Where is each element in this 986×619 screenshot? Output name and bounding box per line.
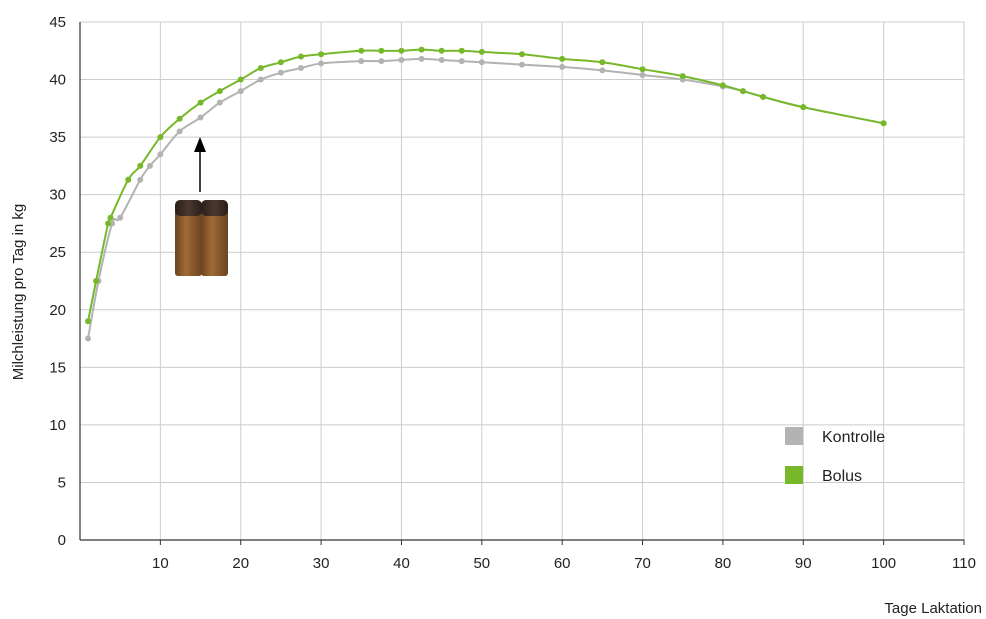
data-point-kontrolle bbox=[398, 57, 404, 63]
legend-swatch-bolus bbox=[785, 466, 803, 484]
y-tick-label: 10 bbox=[49, 417, 66, 434]
data-point-bolus bbox=[298, 54, 304, 60]
data-point-kontrolle bbox=[137, 177, 143, 183]
series-bolus bbox=[85, 47, 887, 325]
data-point-kontrolle bbox=[378, 58, 384, 64]
y-tick-label: 25 bbox=[49, 244, 66, 261]
y-tick-label: 15 bbox=[49, 359, 66, 376]
data-point-bolus bbox=[640, 66, 646, 72]
legend-label-bolus: Bolus bbox=[822, 468, 862, 485]
y-tick-label: 0 bbox=[58, 532, 66, 549]
legend-swatch-kontrolle bbox=[785, 427, 803, 445]
data-point-bolus bbox=[108, 215, 114, 221]
data-point-kontrolle bbox=[318, 60, 324, 66]
data-point-bolus bbox=[419, 47, 425, 53]
data-point-bolus bbox=[439, 48, 445, 54]
data-point-kontrolle bbox=[459, 58, 465, 64]
legend: Kontrolle Bolus bbox=[785, 427, 885, 485]
annotation-arrow-head bbox=[194, 137, 206, 152]
data-point-kontrolle bbox=[439, 57, 445, 63]
data-point-bolus bbox=[740, 88, 746, 94]
data-point-kontrolle bbox=[157, 151, 163, 157]
data-point-bolus bbox=[559, 56, 565, 62]
data-point-bolus bbox=[137, 163, 143, 169]
series-line-bolus bbox=[88, 50, 884, 322]
x-tick-label: 80 bbox=[715, 555, 732, 572]
y-tick-labels: 0 5 10 15 20 25 30 35 40 45 bbox=[49, 14, 66, 549]
series-line-kontrolle bbox=[88, 59, 884, 339]
x-tick-label: 100 bbox=[871, 555, 896, 572]
data-point-bolus bbox=[125, 177, 131, 183]
data-point-bolus bbox=[479, 49, 485, 55]
data-point-kontrolle bbox=[177, 128, 183, 134]
data-point-kontrolle bbox=[419, 56, 425, 62]
series-group bbox=[85, 47, 887, 342]
data-point-kontrolle bbox=[258, 77, 264, 83]
x-tick-label: 60 bbox=[554, 555, 571, 572]
data-point-bolus bbox=[85, 318, 91, 324]
data-point-bolus bbox=[881, 120, 887, 126]
data-point-kontrolle bbox=[358, 58, 364, 64]
x-tick-label: 110 bbox=[952, 555, 976, 572]
data-point-bolus bbox=[519, 51, 525, 57]
data-point-bolus bbox=[720, 82, 726, 88]
axes bbox=[80, 22, 964, 545]
x-tick-label: 70 bbox=[634, 555, 651, 572]
data-point-bolus bbox=[157, 134, 163, 140]
data-point-bolus bbox=[459, 48, 465, 54]
data-point-kontrolle bbox=[85, 336, 91, 342]
y-tick-label: 30 bbox=[49, 187, 66, 204]
data-point-kontrolle bbox=[198, 115, 204, 121]
x-tick-labels: 10 20 30 40 50 60 70 80 90 100 110 bbox=[152, 555, 976, 572]
y-tick-label: 40 bbox=[49, 72, 66, 89]
bolus-annotation bbox=[175, 137, 228, 276]
x-tick-label: 20 bbox=[232, 555, 249, 572]
data-point-bolus bbox=[217, 88, 223, 94]
y-tick-label: 45 bbox=[49, 14, 66, 31]
data-point-bolus bbox=[358, 48, 364, 54]
x-tick-label: 40 bbox=[393, 555, 410, 572]
data-point-kontrolle bbox=[559, 64, 565, 70]
legend-label-kontrolle: Kontrolle bbox=[822, 429, 885, 446]
x-tick-label: 30 bbox=[313, 555, 330, 572]
data-point-kontrolle bbox=[640, 72, 646, 78]
data-point-bolus bbox=[378, 48, 384, 54]
grid-lines bbox=[80, 22, 964, 540]
data-point-bolus bbox=[93, 278, 99, 284]
data-point-kontrolle bbox=[147, 163, 153, 169]
data-point-kontrolle bbox=[519, 62, 525, 68]
data-point-bolus bbox=[258, 65, 264, 71]
y-axis-title: Milchleistung pro Tag in kg bbox=[10, 204, 27, 380]
data-point-kontrolle bbox=[217, 100, 223, 106]
data-point-kontrolle bbox=[117, 215, 123, 221]
data-point-bolus bbox=[760, 94, 766, 100]
data-point-kontrolle bbox=[238, 88, 244, 94]
data-point-bolus bbox=[599, 59, 605, 65]
x-tick-label: 90 bbox=[795, 555, 812, 572]
data-point-kontrolle bbox=[479, 59, 485, 65]
data-point-bolus bbox=[398, 48, 404, 54]
data-point-kontrolle bbox=[278, 70, 284, 76]
x-axis-title: Tage Laktation bbox=[884, 600, 982, 617]
data-point-bolus bbox=[680, 73, 686, 79]
bolus-capsules-icon bbox=[175, 200, 228, 276]
data-point-bolus bbox=[800, 104, 806, 110]
data-point-kontrolle bbox=[599, 67, 605, 73]
data-point-bolus bbox=[318, 51, 324, 57]
data-point-bolus bbox=[105, 220, 111, 226]
data-point-bolus bbox=[278, 59, 284, 65]
y-tick-label: 20 bbox=[49, 302, 66, 319]
y-tick-label: 35 bbox=[49, 129, 66, 146]
data-point-bolus bbox=[198, 100, 204, 106]
data-point-bolus bbox=[177, 116, 183, 122]
x-tick-label: 50 bbox=[473, 555, 490, 572]
y-tick-label: 5 bbox=[58, 474, 66, 491]
data-point-kontrolle bbox=[298, 65, 304, 71]
data-point-bolus bbox=[238, 77, 244, 83]
x-tick-label: 10 bbox=[152, 555, 169, 572]
